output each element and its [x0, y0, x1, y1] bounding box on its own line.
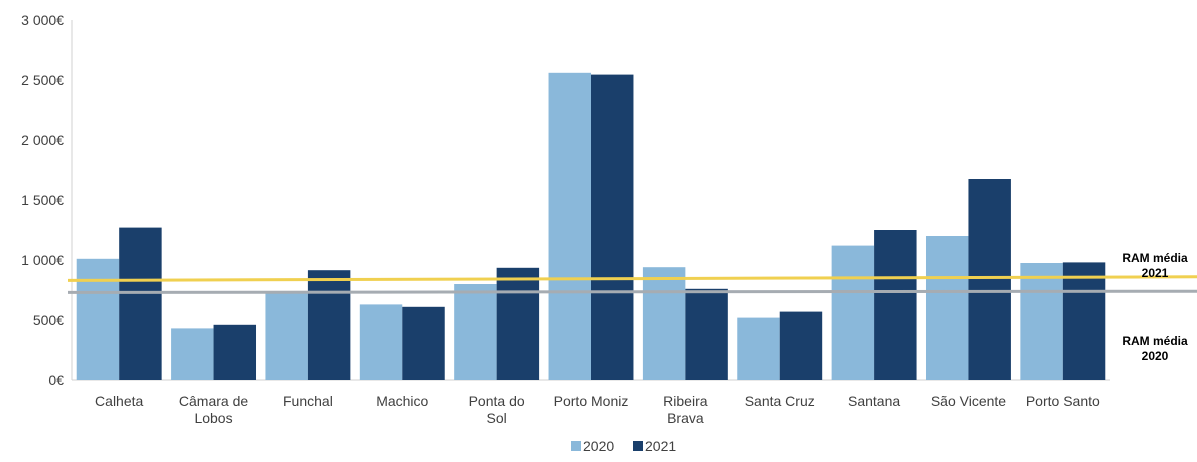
x-category-label: Calheta — [95, 393, 143, 409]
x-category-label-line: Câmara de — [179, 393, 248, 409]
bar-2020 — [76, 258, 120, 380]
x-category-label-line: Santa Cruz — [745, 393, 815, 409]
y-tick-label: 1 500€ — [21, 192, 64, 208]
bars-layer — [76, 72, 1106, 381]
bar-2021 — [591, 74, 634, 380]
x-category-label-line: Machico — [376, 393, 428, 409]
reference-line-1 — [67, 289, 1197, 294]
x-category-label-line: São Vicente — [931, 393, 1006, 409]
legend-label: 2021 — [645, 438, 676, 454]
x-category-label: Santana — [848, 393, 900, 409]
bar-2020 — [737, 317, 780, 380]
x-category-label-line: Ribeira — [663, 393, 708, 409]
reference-line-label: RAM média 2021 — [1122, 251, 1188, 280]
reference-line-label: RAM média 2020 — [1122, 334, 1188, 363]
legend-swatch-2020 — [571, 441, 581, 451]
x-category-label-line: Funchal — [283, 393, 333, 409]
x-category-label: Porto Santo — [1026, 393, 1100, 409]
reference-line-label-line: RAM média — [1122, 334, 1188, 348]
legend-swatch-2021 — [633, 441, 643, 451]
bar-2020 — [925, 236, 969, 380]
reference-line-label-line: RAM média — [1122, 251, 1188, 265]
bar-2021 — [307, 270, 351, 380]
bar-2021 — [874, 230, 917, 380]
y-tick-label: 1 000€ — [21, 252, 64, 268]
x-category-label: Câmara de Lobos — [179, 393, 248, 426]
legend-label: 2020 — [583, 438, 614, 454]
bar-2020 — [454, 284, 497, 380]
bar-2021 — [968, 179, 1011, 380]
bar-2021 — [1062, 262, 1106, 380]
bar-2020 — [831, 245, 875, 380]
bar-2021 — [402, 306, 445, 380]
x-category-label-line: Brava — [667, 410, 704, 426]
bar-2020 — [642, 267, 686, 380]
y-tick-label: 2 000€ — [21, 132, 64, 148]
bar-2020 — [265, 291, 308, 380]
x-category-label-line: Porto Santo — [1026, 393, 1100, 409]
bar-2021 — [779, 311, 823, 380]
y-tick-label: 3 000€ — [21, 12, 64, 28]
x-category-label: Machico — [376, 393, 428, 409]
y-tick-label: 0€ — [48, 372, 64, 388]
x-category-label-line: Ponta do — [469, 393, 525, 409]
x-category-label-line: Santana — [848, 393, 900, 409]
x-category-label-line: Lobos — [194, 410, 232, 426]
bar-2021 — [213, 324, 257, 380]
bar-2020 — [548, 72, 591, 381]
reference-line-label-line: 2021 — [1142, 266, 1169, 280]
x-category-label-line: Calheta — [95, 393, 143, 409]
x-category-label: Porto Moniz — [554, 393, 629, 409]
x-category-label-line: Porto Moniz — [554, 393, 629, 409]
bar-2021 — [496, 267, 540, 380]
legend: 2020 2021 — [571, 438, 676, 454]
y-tick-label: 2 500€ — [21, 72, 64, 88]
bar-2021 — [119, 227, 162, 380]
reference-line-0 — [67, 275, 1197, 282]
x-category-label: São Vicente — [931, 393, 1006, 409]
y-tick-label: 500€ — [33, 312, 64, 328]
x-category-label-line: Sol — [487, 410, 507, 426]
reference-line-label-line: 2020 — [1142, 349, 1169, 363]
bar-2020 — [171, 328, 214, 380]
bar-2020 — [359, 304, 403, 380]
bar-2021 — [685, 288, 728, 380]
x-category-label: Funchal — [283, 393, 333, 409]
bar-2020 — [1020, 263, 1063, 380]
axes-layer: 0€ 500€ 1 000€ 1 500€ 2 000€ 2 500€ 3 000€ Calh… — [21, 12, 1110, 426]
x-category-label: Ribeira Brava — [663, 393, 708, 426]
x-category-label: Santa Cruz — [745, 393, 815, 409]
x-category-label: Ponta do Sol — [469, 393, 525, 426]
